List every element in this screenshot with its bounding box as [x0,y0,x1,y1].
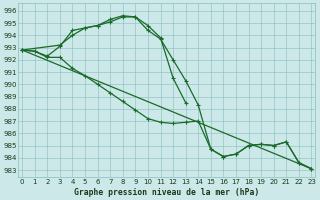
X-axis label: Graphe pression niveau de la mer (hPa): Graphe pression niveau de la mer (hPa) [74,188,260,197]
